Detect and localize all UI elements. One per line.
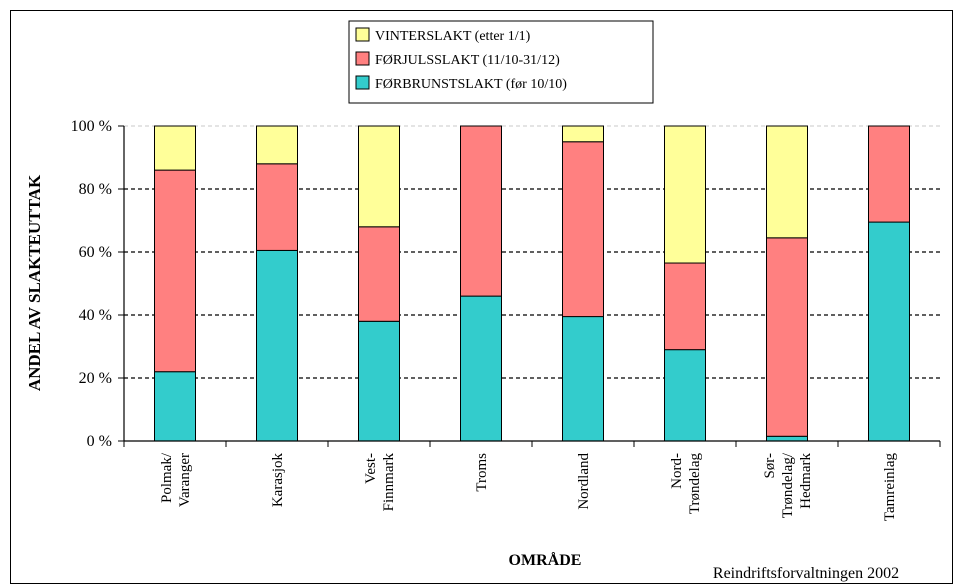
- x-ticks: Polmak/Varanger Karasjok Vest- Finnmark Trom…: [123, 441, 941, 522]
- bar-segment: [868, 221, 910, 442]
- legend-swatch: [355, 51, 370, 66]
- bar-segment: [358, 226, 400, 322]
- x-tick-label: Troms: [474, 453, 490, 492]
- y-tick-label: 40 %: [79, 307, 112, 324]
- bar-segment: [460, 125, 502, 297]
- bar-segment: [766, 125, 808, 239]
- bar-segment: [460, 295, 502, 442]
- y-axis-label: ANDEL AV SLAKTEUTTAK: [25, 174, 44, 391]
- y-tick-label: 0 %: [87, 433, 112, 450]
- x-axis-label: OMRÅDE: [509, 551, 582, 569]
- x-tick-label: Trøndelag/: [780, 452, 796, 518]
- axes: [123, 126, 940, 442]
- x-tick-label: Varanger: [177, 453, 193, 507]
- y-tick-label: 80 %: [79, 181, 112, 198]
- bar-segment: [256, 125, 298, 165]
- bars: [154, 125, 910, 442]
- x-tick-label: Finnmark: [381, 453, 397, 512]
- x-tick-label: Nord-: [669, 453, 685, 489]
- y-tick-label: 20 %: [79, 370, 112, 387]
- bar-segment: [766, 435, 808, 442]
- x-tick-label: Polmak/: [159, 452, 175, 503]
- x-tick-label: Karasjok: [270, 453, 286, 508]
- legend-swatch: [355, 75, 370, 90]
- bar-segment: [562, 125, 604, 143]
- bar-segment: [358, 320, 400, 442]
- x-tick-label: Vest-: [363, 453, 379, 484]
- bar-segment: [154, 169, 196, 373]
- x-tick-label: Hedmark: [798, 453, 814, 509]
- x-tick-label: Tamreinlag: [882, 453, 898, 522]
- legend: VINTERSLAKT (etter 1/1) FØRJULSSLAKT (11/…: [348, 20, 654, 104]
- source-note: Reindriftsforvaltningen 2002: [713, 565, 899, 582]
- legend-label: VINTERSLAKT (etter 1/1): [375, 29, 531, 44]
- bar-segment: [154, 125, 196, 171]
- bar-segment: [664, 262, 706, 351]
- bar-segment: [154, 371, 196, 442]
- bar-segment: [664, 125, 706, 264]
- bar-segment: [766, 237, 808, 437]
- bar-segment: [256, 249, 298, 442]
- x-tick-label: Nordland: [576, 453, 592, 510]
- legend-label: FØRJULSSLAKT (11/10-31/12): [375, 53, 560, 68]
- bar-segment: [358, 125, 400, 228]
- bar-segment: [562, 316, 604, 442]
- legend-swatch: [355, 27, 370, 42]
- bar-segment: [562, 141, 604, 318]
- bar-segment: [256, 163, 298, 251]
- bar-segment: [868, 125, 910, 223]
- y-tick-label: 60 %: [79, 244, 112, 261]
- bar-segment: [664, 349, 706, 442]
- y-tick-label: 100 %: [71, 118, 112, 135]
- x-tick-label: Sør-: [762, 453, 778, 479]
- legend-label: FØRBRUNSTSLAKT (før 10/10): [375, 77, 567, 92]
- x-tick-label: Trøndelag: [687, 453, 703, 515]
- legend-box: [348, 20, 654, 104]
- grid-lines: [124, 125, 940, 379]
- y-ticks: 0 % 20 % 40 % 60 % 80 % 100 %: [71, 118, 124, 450]
